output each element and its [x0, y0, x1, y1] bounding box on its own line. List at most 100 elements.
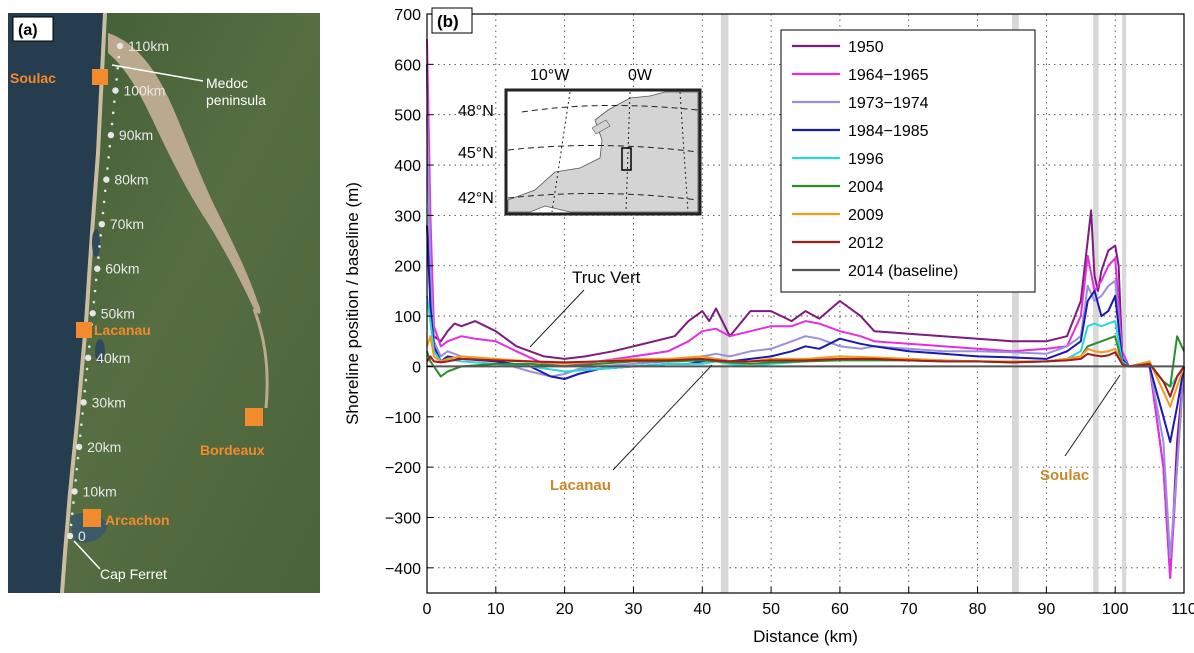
panel-a-label-box — [12, 16, 54, 42]
km-marker-dot — [98, 220, 106, 228]
km-minor-dot — [88, 345, 91, 348]
inset-lon-label-0w: 0W — [628, 67, 653, 84]
chart-panel: 0 10 20 30 40 50 60 70 80 90 100 110 700 600 500 400 30… — [330, 0, 1194, 648]
km-minor-dot — [98, 245, 101, 248]
km-labels: 110km 100km 90km 80km 70km 60km 50km 40km 30km 20… — [78, 38, 169, 544]
legend-entry: 1964−1965 — [848, 67, 929, 84]
y-tick-label: 0 — [412, 359, 421, 376]
y-tick-label: 400 — [394, 158, 421, 175]
shoreline-chart: 0 10 20 30 40 50 60 70 80 90 100 110 700 600 500 400 30… — [343, 7, 1194, 646]
inset-study-box — [621, 147, 632, 171]
x-tick-label: 70 — [900, 601, 918, 618]
km-marker-dot — [80, 399, 87, 406]
peninsula-label: peninsula — [206, 92, 266, 108]
km-label: 100km — [123, 83, 165, 99]
km-minor-dot — [70, 512, 74, 516]
series-line-2012 — [426, 351, 1185, 398]
km-marker-dot — [116, 42, 124, 50]
inset-lat-48 — [521, 104, 699, 113]
km-minor-dot — [84, 378, 88, 382]
legend-entry: 2009 — [848, 207, 884, 224]
km-minor-dot — [85, 367, 89, 371]
km-minor-dot — [115, 78, 118, 81]
x-tick-label: 20 — [556, 601, 574, 618]
cap-ferret-label: Cap Ferret — [100, 566, 167, 582]
km-label: 80km — [114, 172, 148, 188]
inset-map: 10°W 0W 48°N 45°N 42°N — [458, 67, 702, 216]
km-marker-dot — [103, 176, 110, 183]
cap-ferret-leader-line — [73, 540, 101, 570]
km-minor-dot — [74, 479, 77, 482]
y-tick-label: 200 — [394, 259, 421, 276]
km-minor-dot — [97, 256, 100, 259]
km-marker-dot — [112, 87, 119, 94]
km-label: 20km — [87, 439, 121, 455]
y-tick-label: −200 — [385, 460, 421, 477]
data-gap-band — [1011, 14, 1019, 593]
map-panel: 110km 100km 90km 80km 70km 60km 50km 40km 30km 20… — [8, 13, 320, 593]
y-tick-label: −400 — [385, 561, 421, 578]
km-minor-dot — [93, 289, 97, 293]
km-markers — [66, 42, 124, 540]
x-ticks: 0 10 20 30 40 50 60 70 80 90 100 110 — [423, 587, 1194, 618]
lacanau-pointer — [612, 364, 713, 471]
km-minor-dot — [106, 167, 109, 170]
km-minor-dot — [81, 412, 84, 415]
panel-b-label-box — [431, 7, 473, 34]
legend: 1950 1964−1965 1973−1974 1984−1985 1996 2004 2… — [780, 29, 1036, 293]
inset-lon-10w — [551, 91, 571, 213]
x-tick-label: 10 — [487, 601, 505, 618]
satellite-map: 110km 100km 90km 80km 70km 60km 50km 40km 30km 20… — [8, 13, 320, 593]
km-minor-dot — [113, 100, 116, 103]
km-minor-dot — [83, 389, 87, 393]
legend-entry: 2014 (baseline) — [848, 263, 958, 280]
soulac-annotation: Soulac — [1040, 467, 1089, 484]
series-line-2004 — [426, 335, 1185, 388]
legend-entry: 1996 — [848, 151, 884, 168]
inset-brittany — [591, 119, 611, 135]
bordeaux-marker — [245, 408, 263, 426]
km-label: 70km — [110, 216, 144, 232]
km-minor-dot — [101, 211, 105, 215]
legend-entry: 1973−1974 — [848, 95, 929, 112]
legend-entry: 2004 — [848, 179, 884, 196]
y-tick-label: 700 — [394, 7, 421, 24]
legend-entry: 2012 — [848, 235, 884, 252]
inset-lon-0 — [625, 91, 631, 213]
data-gap-bands — [720, 14, 1127, 593]
km-label: 10km — [83, 483, 117, 499]
bordeaux-label: Bordeaux — [200, 442, 265, 458]
y-tick-label: 300 — [394, 208, 421, 225]
km-minor-dot — [117, 55, 121, 59]
km-label: 30km — [92, 394, 126, 410]
inset-lat-label-45n: 45°N — [458, 145, 494, 162]
y-tick-label: −100 — [385, 410, 421, 427]
km-minor-dot — [102, 200, 106, 204]
km-minor-dot — [75, 467, 79, 471]
km-minor-dot — [72, 501, 75, 504]
km-marker-dot — [71, 488, 78, 495]
km-minor-dot — [99, 234, 102, 237]
inset-lat-45 — [507, 144, 699, 153]
truc-vert-label: Truc Vert — [572, 268, 641, 287]
km-marker-dot — [75, 443, 83, 451]
data-gap-band — [1122, 14, 1127, 593]
x-axis-label: Distance (km) — [753, 627, 858, 646]
y-tick-label: 500 — [394, 108, 421, 125]
medoc-label: Medoc — [206, 75, 248, 91]
inset-lat-label-48n: 48°N — [458, 103, 494, 120]
panel-a-label: (a) — [18, 22, 38, 39]
km-label: 60km — [105, 261, 139, 277]
x-tick-label: 40 — [693, 601, 711, 618]
km-label: 90km — [119, 127, 153, 143]
medoc-leader-line — [111, 64, 204, 82]
soulac-marker — [92, 69, 108, 85]
ocean-area — [8, 13, 103, 593]
lacanau-annotation: Lacanau — [550, 477, 611, 494]
inset-land — [507, 91, 699, 213]
garonne-river — [252, 308, 269, 409]
inset-lat-label-42n: 42°N — [458, 190, 494, 207]
lake-lacanau — [95, 339, 105, 363]
lacanau-label: Lacanau — [94, 322, 151, 338]
km-label: 40km — [96, 350, 130, 366]
